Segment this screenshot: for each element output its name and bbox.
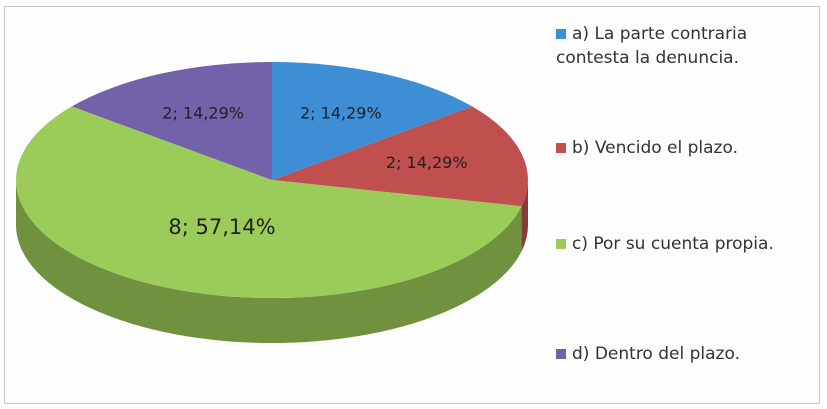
pie-slice: [15, 106, 522, 299]
legend-item: c) Por su cuenta propia.: [556, 232, 811, 256]
pie-slice: [272, 106, 528, 207]
chart-frame: [4, 6, 820, 404]
legend-item: d) Dentro del plazo.: [556, 342, 811, 366]
pie-slice: [272, 62, 473, 180]
legend-swatch: [556, 143, 566, 153]
legend-swatch: [556, 349, 566, 359]
legend-label: b) Vencido el plazo.: [572, 138, 738, 158]
legend-swatch: [556, 239, 566, 249]
legend-label: d) Dentro del plazo.: [572, 344, 740, 364]
data-label: 2; 14,29%: [386, 153, 468, 172]
data-label: 8; 57,14%: [168, 215, 275, 239]
pie-slice: [71, 62, 273, 180]
legend-item: b) Vencido el plazo.: [556, 136, 811, 160]
data-label: 2; 14,29%: [162, 104, 244, 123]
legend-label: a) La parte contraria contesta la denunc…: [556, 24, 748, 68]
pie-slice-side: [521, 180, 528, 252]
pie-slice-side: [16, 180, 522, 343]
legend-label: c) Por su cuenta propia.: [572, 234, 774, 254]
data-label: 2; 14,29%: [300, 104, 382, 123]
legend-swatch: [556, 29, 566, 39]
legend-item: a) La parte contraria contesta la denunc…: [556, 22, 811, 70]
